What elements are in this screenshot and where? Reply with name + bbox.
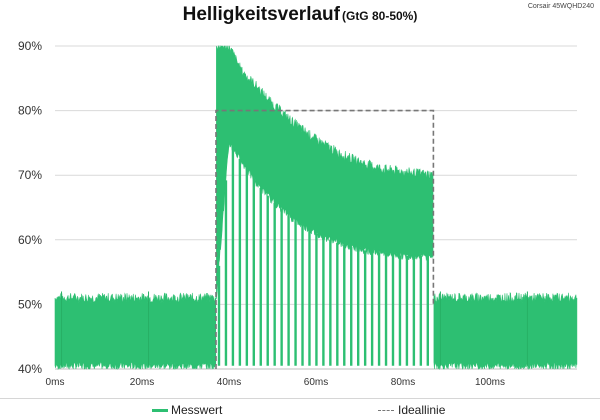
y-tick-label: 40% [18, 362, 42, 376]
x-tick-label: 20ms [130, 377, 154, 388]
y-axis-ticks: 40% 50% 60% 70% 80% 90% [18, 39, 42, 376]
y-tick-label: 60% [18, 233, 42, 247]
y-tick-label: 50% [18, 297, 42, 311]
x-tick-label: 100ms [475, 377, 505, 388]
series-messwert [54, 44, 578, 371]
x-axis-ticks: 0ms 20ms 40ms 60ms 80ms 100ms [46, 377, 505, 388]
legend-swatch-ideallinie [378, 409, 394, 411]
brightness-chart: 40% 50% 60% 70% 80% 90% 0ms 20ms 40ms 60ms 80ms 10… [18, 39, 578, 388]
series-messwert-spikes [61, 148, 528, 366]
x-tick-label: 60ms [304, 377, 328, 388]
legend-swatch-messwert [152, 408, 168, 412]
legend-item-messwert: Messwert [152, 403, 222, 417]
ideallinie-line [215, 109, 435, 369]
source-label: Corsair 45WQHD240 [527, 3, 594, 10]
messwert-band-segment [433, 292, 578, 370]
chart-title-row: Helligkeitsverlauf (GtG 80-50%) [0, 4, 600, 30]
y-tick-label: 80% [18, 104, 42, 118]
x-tick-label: 40ms [217, 377, 241, 388]
chart-title: Helligkeitsverlauf [182, 4, 340, 25]
legend-label-messwert: Messwert [171, 403, 223, 417]
series-ideallinie [215, 109, 435, 369]
legend-divider [0, 398, 600, 399]
x-tick-label: 0ms [46, 377, 65, 388]
legend-label-ideallinie: Ideallinie [398, 403, 446, 417]
chart-subtitle: (GtG 80-50%) [341, 9, 418, 23]
legend: Messwert Ideallinie [0, 398, 600, 420]
x-tick-label: 80ms [391, 377, 415, 388]
y-tick-label: 90% [18, 39, 42, 53]
y-tick-label: 70% [18, 168, 42, 182]
legend-item-ideallinie: Ideallinie [378, 403, 445, 417]
messwert-band-segment [54, 292, 217, 371]
